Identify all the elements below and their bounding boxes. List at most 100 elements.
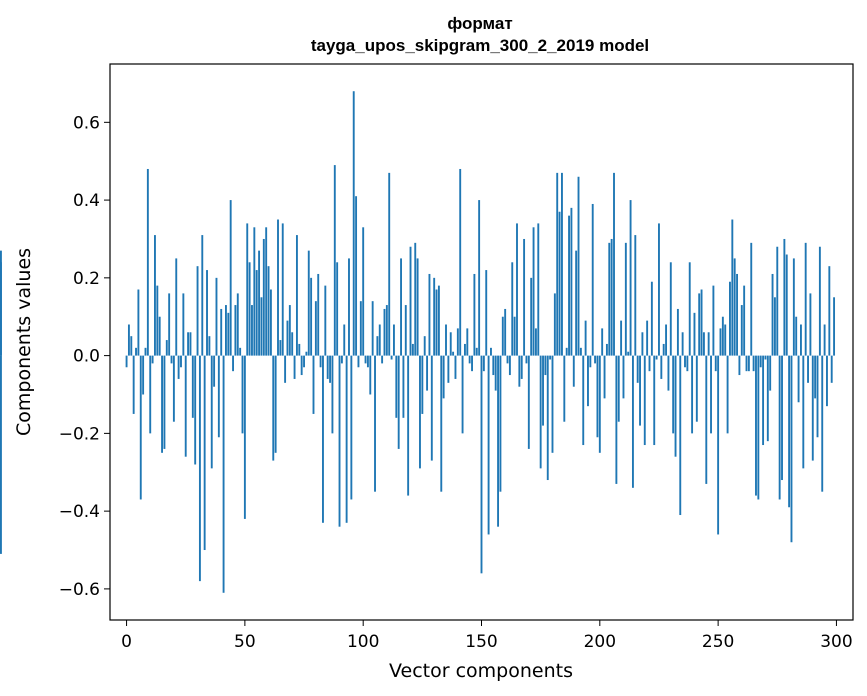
bar [601, 328, 604, 356]
bar [314, 301, 317, 356]
bar [324, 285, 327, 356]
bar [622, 355, 625, 399]
bar [265, 227, 268, 356]
bar [288, 305, 291, 356]
bar [217, 355, 220, 438]
bar [833, 297, 836, 356]
bar [447, 355, 450, 383]
bar [388, 172, 391, 356]
bar [731, 219, 734, 356]
bar [719, 328, 722, 356]
bar [662, 343, 665, 356]
x-ticks-group: 0 50 100 150 200 250 300 [121, 620, 853, 652]
bar [383, 308, 386, 356]
bar [773, 297, 776, 356]
bar [473, 273, 476, 356]
bar [201, 235, 204, 356]
bar [149, 355, 152, 434]
bar [650, 281, 653, 356]
bar [790, 355, 793, 543]
bar [681, 332, 684, 356]
bar [312, 355, 315, 414]
bar [463, 343, 466, 356]
bar [246, 223, 249, 356]
bar [180, 355, 182, 368]
bar [759, 355, 762, 368]
bar [362, 227, 365, 356]
bar [385, 305, 388, 356]
bar [400, 258, 402, 356]
bar [279, 340, 282, 356]
bar [175, 258, 178, 356]
bar [563, 355, 566, 422]
bar [449, 332, 452, 356]
bar [419, 355, 421, 469]
bar [532, 227, 535, 356]
x-tick-label: 0 [121, 632, 132, 652]
bar [766, 355, 769, 442]
bar [641, 332, 644, 356]
bar [769, 355, 772, 391]
bar [556, 172, 559, 356]
bar [291, 332, 294, 356]
bar [591, 203, 594, 356]
bar [776, 246, 779, 356]
bar [679, 355, 682, 516]
bar [213, 355, 216, 387]
bar [262, 238, 265, 356]
bar [750, 242, 753, 356]
bar [717, 355, 720, 535]
bar [700, 289, 703, 356]
y-axis-label: Components values [13, 248, 35, 436]
x-tick-label: 300 [820, 632, 852, 652]
bar [251, 305, 253, 356]
bar [497, 355, 500, 527]
bar [407, 355, 410, 496]
bar [144, 347, 147, 356]
bar [135, 347, 137, 356]
bar [688, 262, 691, 356]
bar [506, 355, 509, 364]
bar [350, 355, 353, 500]
bar [393, 324, 395, 356]
bar [605, 343, 608, 356]
bar [435, 289, 438, 356]
bar [653, 355, 656, 446]
bar [426, 355, 429, 391]
bar [267, 266, 270, 356]
chart-title-line-1: формат [447, 14, 512, 33]
bar [156, 285, 159, 356]
bar [430, 355, 433, 461]
bar [613, 172, 615, 356]
bar [255, 270, 258, 356]
bar [168, 293, 171, 356]
bar [733, 258, 736, 356]
bar [525, 355, 528, 364]
bar [196, 266, 199, 356]
bar [402, 355, 405, 418]
bar [821, 355, 824, 492]
bar [624, 242, 627, 356]
bar [239, 347, 242, 356]
bar [203, 355, 206, 551]
bar [558, 211, 561, 356]
x-tick-label: 150 [465, 632, 497, 652]
bar [295, 235, 298, 356]
bar [459, 168, 462, 356]
bar [340, 355, 343, 364]
bar [480, 355, 483, 574]
bar [274, 355, 277, 453]
bar [253, 227, 256, 356]
bar [745, 355, 748, 372]
bar [260, 297, 263, 356]
bar [241, 355, 244, 434]
bar [317, 273, 320, 356]
bar [501, 316, 504, 356]
bar [710, 355, 712, 434]
bar [248, 262, 251, 356]
bar [546, 355, 549, 481]
bar [520, 355, 523, 379]
x-tick-label: 100 [347, 632, 379, 652]
bar [684, 355, 686, 368]
bar [390, 355, 393, 360]
